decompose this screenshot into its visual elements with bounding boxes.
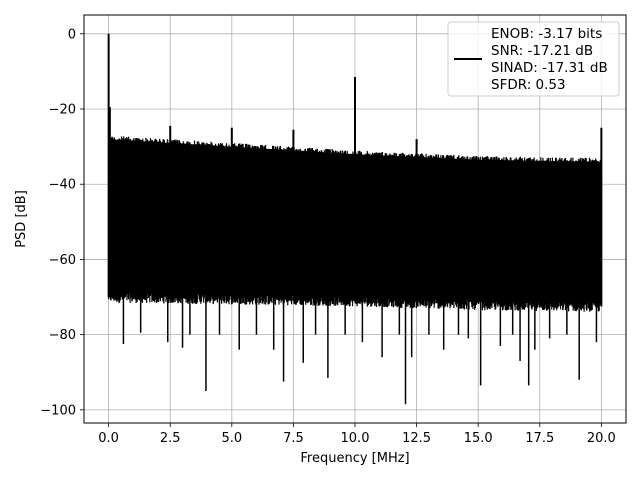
psd-series — [107, 33, 603, 405]
x-tick-label: 7.5 — [283, 431, 304, 446]
y-tick-label: −100 — [40, 403, 76, 418]
plot-area — [107, 33, 603, 405]
legend-entry-enob: ENOB: -3.17 bits — [491, 26, 602, 42]
y-axis-label: PSD [dB] — [14, 190, 29, 248]
x-tick-label: 2.5 — [160, 431, 181, 446]
x-tick-label: 15.0 — [464, 431, 493, 446]
x-tick-label: 10.0 — [341, 431, 370, 446]
y-tick-label: −60 — [49, 253, 76, 268]
x-tick-label: 12.5 — [402, 431, 431, 446]
x-axis-label: Frequency [MHz] — [300, 451, 409, 466]
y-tick-label: −80 — [49, 328, 76, 343]
legend-box — [447, 21, 620, 97]
legend-entry-sinad: SINAD: -17.31 dB — [491, 60, 608, 76]
legend: ENOB: -3.17 bits SNR: -17.21 dB SINAD: -… — [447, 21, 620, 97]
legend-entry-sfdr: SFDR: 0.53 — [491, 77, 566, 93]
x-tick-label: 5.0 — [221, 431, 242, 446]
x-axis-ticks: 0.0 2.5 5.0 7.5 10.0 12.5 15.0 17.5 20.0 — [98, 423, 616, 446]
y-tick-label: −40 — [49, 178, 76, 193]
x-tick-label: 17.5 — [525, 431, 554, 446]
x-tick-label: 0.0 — [98, 431, 119, 446]
x-tick-label: 20.0 — [587, 431, 616, 446]
legend-entry-snr: SNR: -17.21 dB — [491, 43, 593, 59]
y-tick-label: −20 — [49, 103, 76, 118]
y-axis-ticks: 0 −20 −40 −60 −80 −100 — [40, 27, 84, 418]
y-tick-label: 0 — [68, 27, 76, 42]
